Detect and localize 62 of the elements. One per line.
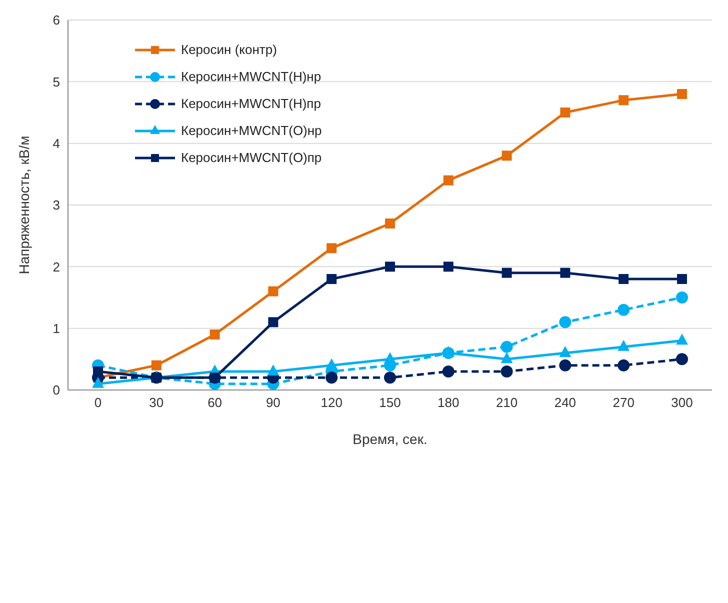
point: [500, 352, 513, 364]
x-axis-title: Время, сек.: [352, 431, 428, 447]
point: [559, 346, 572, 357]
point: [326, 358, 338, 370]
legend-label: Керосин+MWCNT(O)пр: [181, 150, 322, 165]
point: [384, 372, 396, 384]
y-tick-label: 2: [52, 259, 60, 274]
legend-label: Керосин+MWCNT(H)нр: [181, 69, 322, 84]
legend-label: Керосин (контр): [181, 42, 277, 57]
x-tick-label: 30: [149, 395, 164, 410]
x-tick-label: 90: [266, 395, 280, 410]
point: [676, 353, 688, 366]
point: [502, 150, 512, 161]
point: [677, 274, 687, 284]
x-tick-label: 180: [438, 395, 460, 410]
point: [677, 89, 687, 99]
point: [385, 218, 395, 228]
point: [385, 262, 395, 272]
point: [326, 243, 337, 254]
point: [268, 317, 278, 328]
x-tick-label: 300: [671, 395, 693, 410]
point: [326, 274, 337, 284]
point: [618, 304, 630, 316]
point: [442, 366, 454, 378]
point: [618, 359, 630, 372]
point: [618, 95, 629, 106]
y-tick-label: 4: [52, 136, 60, 151]
x-tick-label: 60: [208, 395, 222, 410]
point: [676, 292, 688, 304]
y-tick-label: 5: [52, 74, 60, 90]
point: [500, 340, 513, 353]
point: [151, 360, 162, 370]
point: [92, 376, 104, 388]
x-tick-label: 120: [320, 395, 342, 410]
point: [268, 286, 278, 296]
x-tick-label: 0: [94, 395, 102, 410]
point: [500, 366, 513, 378]
y-tick-label: 1: [52, 320, 60, 336]
point: [384, 352, 396, 364]
point: [618, 340, 630, 351]
y-axis-title: Напряженность, кВ/м: [16, 136, 32, 274]
point: [560, 108, 570, 118]
y-tick-label: 6: [52, 12, 60, 28]
point: [676, 334, 688, 345]
point: [502, 268, 512, 278]
point: [443, 262, 454, 272]
point: [560, 268, 570, 278]
point: [443, 175, 454, 186]
x-tick-label: 210: [496, 395, 518, 410]
point: [267, 364, 280, 376]
x-tick-label: 240: [554, 395, 576, 410]
point: [210, 330, 220, 340]
point: [326, 372, 338, 384]
point: [618, 274, 629, 284]
y-tick-label: 3: [52, 198, 60, 213]
x-tick-label: 270: [612, 395, 634, 410]
point: [559, 359, 572, 372]
legend-label: Керосин+MWCNT(O)нр: [181, 123, 322, 138]
point: [559, 316, 572, 328]
y-tick-label: 0: [52, 382, 60, 398]
legend-label: Керосин+MWCNT(H)пр: [181, 96, 321, 111]
x-tick-label: 150: [379, 395, 401, 410]
